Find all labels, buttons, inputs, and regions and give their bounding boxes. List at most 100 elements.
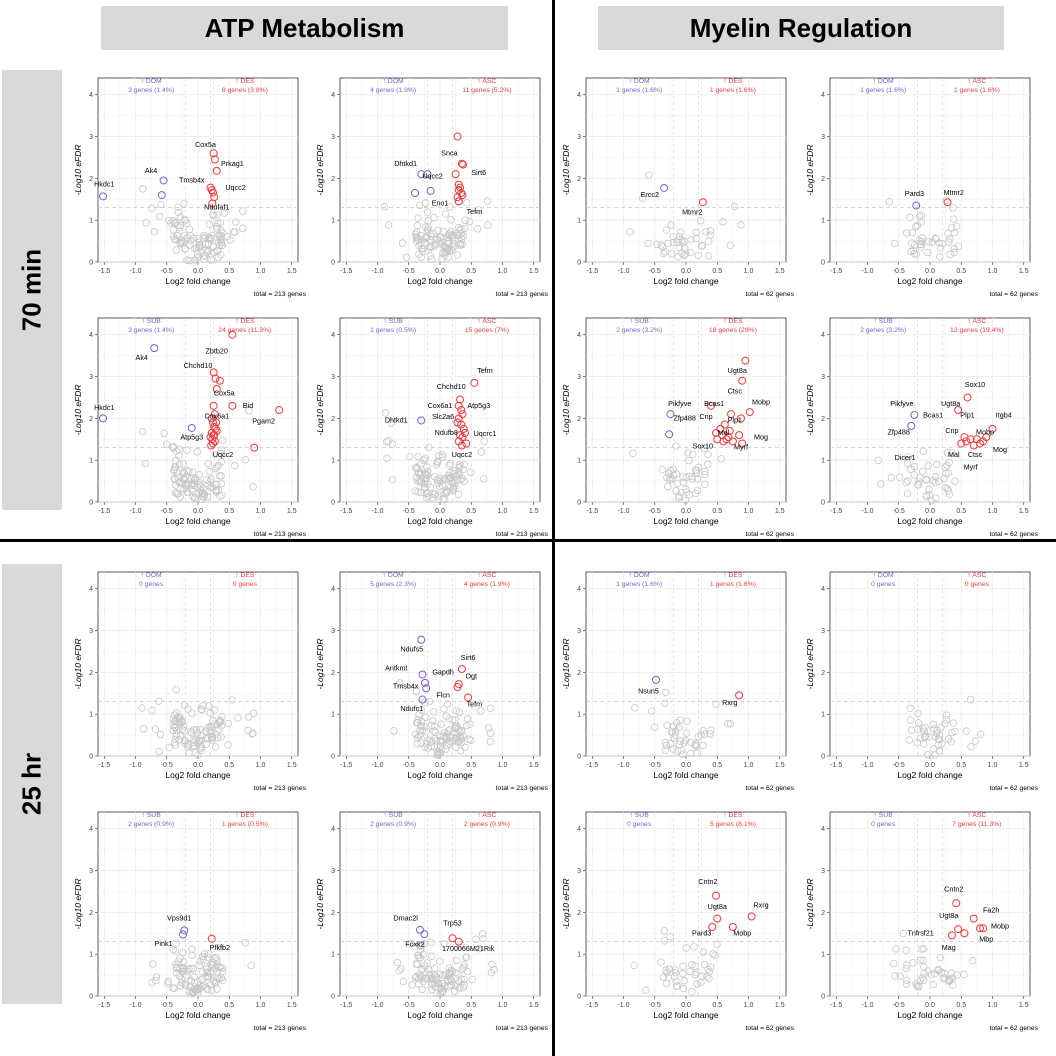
- y-tick-label: 4: [89, 332, 93, 339]
- ns-point: [924, 462, 932, 470]
- ns-point: [182, 484, 191, 493]
- ns-point: [156, 212, 164, 221]
- ns-point: [463, 967, 472, 976]
- ns-point: [454, 490, 463, 498]
- gene-label: Mobp: [976, 427, 994, 436]
- ns-point: [647, 707, 656, 715]
- sig-pos-point: [727, 410, 735, 419]
- gene-label: Zfp488: [674, 413, 696, 422]
- ns-point: [180, 200, 188, 208]
- sig-pos-point: [988, 424, 997, 433]
- y-tick-label: 0: [821, 500, 825, 507]
- ns-point: [919, 447, 928, 455]
- ns-point: [194, 751, 202, 759]
- gene-label: Hkdc1: [94, 180, 114, 189]
- ns-point: [398, 239, 407, 247]
- ns-point: [413, 740, 422, 748]
- neg-count: 0 genes: [871, 581, 896, 588]
- y-tick-label: 1: [89, 712, 93, 719]
- ns-point: [905, 736, 914, 744]
- ns-point: [459, 232, 468, 240]
- volcano-plot-p1: -1.5 -1.0 -0.5 0.0 0.5 1.0 1.5 0 1 2 3 4 Log2 fold c…: [73, 77, 307, 298]
- sig-pos-point: [735, 431, 744, 440]
- x-tick-label: -0.5: [403, 268, 415, 275]
- x-tick-label: 0.0: [925, 508, 935, 515]
- ns-point: [418, 985, 426, 994]
- sig-neg-point: [416, 925, 424, 934]
- x-tick-label: 0.5: [956, 268, 966, 275]
- gene-label: Cox5a: [195, 140, 216, 149]
- gene-label: Chchd10: [184, 361, 213, 370]
- sig-pos-point: [210, 155, 219, 164]
- gene-label: Zfp488: [888, 427, 910, 436]
- y-tick-label: 4: [577, 332, 581, 339]
- ns-point: [388, 476, 397, 484]
- ns-point: [418, 706, 426, 714]
- neg-direction-label: ↑ DOM: [383, 78, 404, 85]
- gene-label: Ndufs5: [400, 644, 423, 653]
- ns-point: [438, 481, 447, 490]
- ns-point: [415, 974, 423, 983]
- x-tick-label: -1.5: [98, 1002, 110, 1009]
- gene-label: Tmsb4x: [179, 176, 205, 185]
- ns-point: [157, 200, 165, 209]
- ns-point: [219, 229, 227, 237]
- ns-point: [173, 490, 182, 498]
- x-tick-label: -0.5: [649, 508, 661, 515]
- ns-point: [902, 229, 911, 237]
- ns-point: [663, 968, 671, 977]
- ns-point: [474, 206, 483, 214]
- ns-point: [189, 479, 198, 487]
- ns-point: [380, 202, 389, 211]
- x-tick-label: 1.0: [744, 268, 754, 275]
- total-genes: total = 62 genes: [745, 531, 794, 538]
- sig-neg-point: [420, 930, 429, 939]
- ns-point: [890, 960, 898, 968]
- x-tick-label: -1.0: [861, 508, 873, 515]
- ns-point: [667, 728, 676, 736]
- ns-point: [205, 247, 213, 255]
- ns-point: [436, 482, 444, 491]
- x-tick-label: -1.0: [129, 508, 141, 515]
- ns-point: [920, 733, 929, 741]
- ns-point: [919, 467, 927, 476]
- gene-label: Mobp: [733, 928, 751, 937]
- ns-point: [218, 242, 226, 250]
- pos-count: 11 genes (5.2%): [462, 87, 511, 94]
- y-tick-label: 4: [331, 92, 335, 99]
- ns-point: [203, 476, 211, 484]
- y-tick-label: 2: [89, 416, 93, 423]
- ns-point: [916, 956, 925, 964]
- y-tick-label: 3: [331, 134, 335, 141]
- sig-pos-point: [741, 356, 750, 365]
- ns-point: [413, 960, 422, 968]
- ns-point: [950, 244, 958, 253]
- ns-point: [916, 734, 925, 742]
- ns-point: [224, 719, 233, 728]
- gene-label: Mobp: [991, 921, 1009, 930]
- ns-point: [455, 461, 464, 469]
- ns-point: [182, 981, 190, 989]
- ns-point: [234, 714, 242, 722]
- volcano-plot-p12: -1.5 -1.0 -0.5 0.0 0.5 1.0 1.5 0 1 2 3 4 Log2 fold c…: [805, 571, 1039, 792]
- ns-point: [202, 984, 211, 992]
- ns-point: [205, 220, 214, 228]
- ns-point: [425, 966, 433, 974]
- ns-point: [432, 240, 440, 248]
- gene-label: Tefm: [467, 207, 483, 216]
- ns-point: [891, 972, 899, 980]
- x-tick-label: -1.0: [371, 762, 383, 769]
- ns-point: [184, 741, 193, 749]
- sig-pos-point: [212, 166, 221, 175]
- ns-point: [929, 980, 938, 989]
- ns-point: [942, 196, 951, 204]
- gene-label: Tefm: [477, 366, 493, 375]
- sig-neg-point: [422, 684, 431, 693]
- x-axis-label: Log2 fold change: [407, 1010, 472, 1020]
- ns-point: [174, 473, 182, 482]
- ns-point: [203, 968, 211, 977]
- ns-point: [696, 216, 705, 225]
- ns-point: [668, 249, 676, 258]
- ns-point: [181, 739, 189, 747]
- sig-neg-point: [660, 183, 669, 192]
